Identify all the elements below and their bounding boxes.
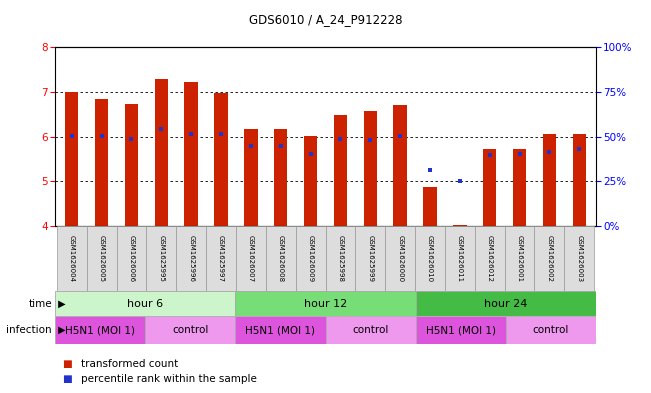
Bar xyxy=(393,105,407,226)
Bar xyxy=(534,226,564,291)
Text: H5N1 (MOI 1): H5N1 (MOI 1) xyxy=(65,325,135,335)
Bar xyxy=(423,187,437,226)
Text: H5N1 (MOI 1): H5N1 (MOI 1) xyxy=(245,325,316,335)
Bar xyxy=(184,82,198,226)
Bar xyxy=(176,226,206,291)
Bar xyxy=(244,129,258,226)
Text: GSM1625998: GSM1625998 xyxy=(337,235,344,282)
Bar xyxy=(95,99,108,226)
Text: GSM1626004: GSM1626004 xyxy=(69,235,75,282)
Bar xyxy=(572,134,586,226)
Text: control: control xyxy=(352,325,389,335)
Bar xyxy=(274,129,288,226)
Text: GSM1626003: GSM1626003 xyxy=(576,235,582,282)
Bar xyxy=(326,316,415,344)
Text: GSM1625995: GSM1625995 xyxy=(158,235,164,282)
Bar xyxy=(117,226,146,291)
Text: ▶: ▶ xyxy=(55,325,65,335)
Bar xyxy=(415,226,445,291)
Bar xyxy=(296,226,326,291)
Text: GSM1626001: GSM1626001 xyxy=(516,235,523,282)
Bar xyxy=(125,105,138,226)
Text: GSM1626006: GSM1626006 xyxy=(128,235,135,282)
Bar xyxy=(154,79,168,226)
Text: percentile rank within the sample: percentile rank within the sample xyxy=(81,374,257,384)
Text: GSM1625997: GSM1625997 xyxy=(218,235,224,282)
Text: time: time xyxy=(29,299,52,309)
Text: GSM1625996: GSM1625996 xyxy=(188,235,194,282)
Bar xyxy=(355,226,385,291)
Text: GDS6010 / A_24_P912228: GDS6010 / A_24_P912228 xyxy=(249,13,402,26)
Text: hour 24: hour 24 xyxy=(484,299,527,309)
Bar xyxy=(415,316,506,344)
Bar xyxy=(506,316,596,344)
Bar xyxy=(55,316,145,344)
Text: GSM1626007: GSM1626007 xyxy=(248,235,254,282)
Bar xyxy=(266,226,296,291)
Bar xyxy=(564,226,594,291)
Bar xyxy=(334,115,347,226)
Text: GSM1626011: GSM1626011 xyxy=(457,235,463,282)
Text: ■: ■ xyxy=(62,358,72,369)
Bar xyxy=(453,225,467,226)
Bar xyxy=(543,134,556,226)
Bar xyxy=(65,92,79,226)
Text: infection: infection xyxy=(7,325,52,335)
Text: ■: ■ xyxy=(62,374,72,384)
Bar xyxy=(236,316,326,344)
Bar xyxy=(236,291,415,316)
Bar xyxy=(505,226,534,291)
Text: GSM1626010: GSM1626010 xyxy=(427,235,433,282)
Bar xyxy=(415,291,596,316)
Bar xyxy=(385,226,415,291)
Bar xyxy=(57,226,87,291)
Text: GSM1626002: GSM1626002 xyxy=(546,235,553,282)
Bar xyxy=(475,226,505,291)
Text: GSM1626009: GSM1626009 xyxy=(307,235,314,282)
Text: GSM1625999: GSM1625999 xyxy=(367,235,373,282)
Bar xyxy=(363,111,377,226)
Bar xyxy=(445,226,475,291)
Bar xyxy=(214,93,228,226)
Text: GSM1626000: GSM1626000 xyxy=(397,235,403,282)
Bar xyxy=(304,136,317,226)
Bar xyxy=(87,226,117,291)
Text: control: control xyxy=(533,325,569,335)
Text: transformed count: transformed count xyxy=(81,358,178,369)
Bar xyxy=(146,226,176,291)
Bar xyxy=(236,226,266,291)
Text: ▶: ▶ xyxy=(55,299,65,309)
Text: control: control xyxy=(173,325,208,335)
Bar xyxy=(145,316,236,344)
Text: hour 12: hour 12 xyxy=(304,299,347,309)
Text: GSM1626005: GSM1626005 xyxy=(98,235,105,282)
Text: hour 6: hour 6 xyxy=(128,299,163,309)
Text: GSM1626012: GSM1626012 xyxy=(487,235,493,282)
Bar xyxy=(206,226,236,291)
Bar xyxy=(55,291,236,316)
Bar xyxy=(513,149,526,226)
Bar xyxy=(483,149,497,226)
Bar xyxy=(326,226,355,291)
Text: GSM1626008: GSM1626008 xyxy=(278,235,284,282)
Text: H5N1 (MOI 1): H5N1 (MOI 1) xyxy=(426,325,495,335)
